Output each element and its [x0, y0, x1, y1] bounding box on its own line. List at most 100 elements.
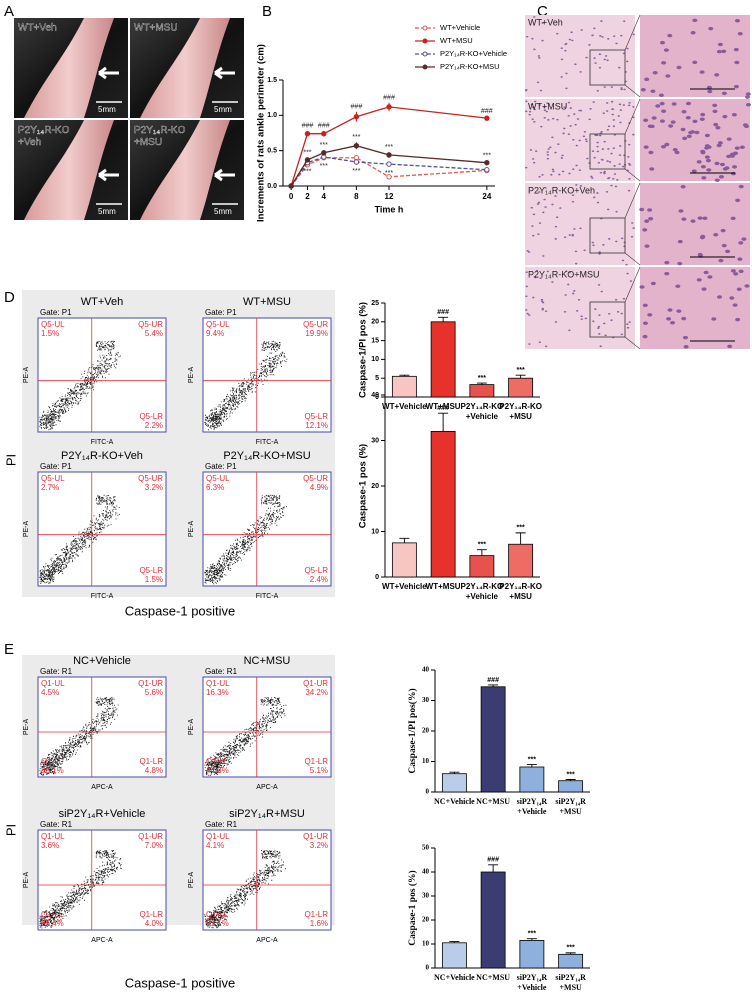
error-bar	[515, 532, 526, 545]
x-tick-label: 0	[289, 192, 294, 201]
significance: ***	[303, 150, 311, 157]
error-bar	[476, 549, 487, 556]
arrow	[98, 66, 119, 80]
flow-dots	[39, 850, 122, 929]
quadrant-value: 4.0%	[145, 919, 163, 928]
x-tick-label: NC+Vehicle	[434, 973, 475, 982]
arrow	[98, 168, 119, 182]
photo-label: WT+Veh	[18, 23, 57, 34]
y-tick-label: 0.0	[267, 183, 277, 190]
quadrant-name: Q1-LL	[206, 757, 229, 766]
y-tick-label: 0	[375, 394, 379, 401]
y-tick-label: 5	[375, 375, 379, 382]
y-tick-label: 20	[371, 483, 379, 490]
flow-dots	[204, 697, 287, 776]
panel-letter: E	[4, 641, 14, 658]
bar	[430, 321, 456, 398]
y-tick-label: 30	[422, 696, 430, 704]
quadrant-value: 4.9%	[310, 483, 328, 492]
quadrant-value: 4.5%	[41, 688, 59, 697]
gate-label: Gate: R1	[40, 820, 73, 829]
legend-label: P2Y₁₄R-KO+Vehicle	[440, 49, 507, 58]
quadrant-name: Q1-UL	[41, 679, 65, 688]
error-bar	[449, 771, 460, 774]
flow-axis-label: PE-A	[188, 872, 195, 889]
bar	[480, 686, 506, 793]
flow-axis-label: PE-A	[23, 367, 30, 384]
x-axis-label: Time h	[375, 204, 404, 214]
point	[288, 183, 294, 189]
flow-plot	[202, 471, 332, 587]
zoom-box	[589, 301, 626, 338]
row-label: WT+Veh	[528, 17, 563, 27]
photo: 5mm WT+Veh	[14, 18, 128, 118]
quadrant-value: 3.6%	[41, 841, 59, 850]
flow-axis-label: APC-A	[91, 937, 113, 944]
quadrant-value: 19.9%	[305, 329, 328, 338]
bar	[508, 377, 534, 398]
significance: ***	[320, 142, 328, 149]
significance: ***	[303, 169, 311, 176]
gate-label: Gate: R1	[205, 667, 238, 676]
zoom-line	[624, 84, 641, 98]
quadrant-name: Q5-UL	[206, 474, 230, 483]
flow-title: siP2Y₁₄R+Vehicle	[59, 808, 146, 820]
y-tick-label: 0	[426, 964, 430, 972]
flow-axis-label: PE-A	[23, 719, 30, 736]
quadrant-value: 6.3%	[206, 483, 224, 492]
quadrant-value: 4.1%	[206, 841, 224, 850]
significance: ***	[320, 163, 328, 170]
bar	[430, 430, 456, 578]
significance: ###	[487, 857, 499, 864]
leg	[140, 18, 230, 118]
flow-axis-label: FITC-A	[256, 439, 279, 446]
quadrant-value: 16.3%	[206, 688, 229, 697]
significance: ***	[352, 168, 360, 175]
arrow	[214, 66, 235, 80]
significance: ***	[567, 945, 575, 952]
quadrant-value: 3.2%	[145, 483, 163, 492]
flow-dots	[39, 494, 120, 584]
quadrant-value: 5.1%	[310, 766, 328, 775]
flow-title: P2Y₁₄R-KO+MSU	[223, 450, 310, 462]
flow-axis-label: APC-A	[256, 937, 278, 944]
point	[321, 131, 327, 137]
flow-title: NC+MSU	[244, 655, 291, 667]
quadrant-value: 85.4%	[41, 919, 64, 928]
flow-axis-label: PE-A	[188, 719, 195, 736]
zoom-line	[624, 98, 641, 135]
bar	[558, 953, 584, 969]
x-tick-label: 2	[305, 192, 310, 201]
bar	[441, 942, 467, 969]
legend-marker	[422, 51, 428, 57]
flow-axis-label: PE-A	[23, 521, 30, 538]
flow-dots	[39, 340, 121, 431]
significance: ###	[318, 123, 330, 130]
quadrant-value: 2.2%	[145, 421, 163, 430]
histology-image	[525, 15, 635, 97]
gate-label: Gate: P1	[40, 308, 72, 317]
significance: ***	[385, 144, 393, 151]
panel-letter: A	[4, 3, 14, 20]
row-label: P2Y₁₄R-KO+MSU	[528, 269, 599, 279]
zoom-box	[589, 133, 626, 170]
significance: ***	[478, 542, 486, 549]
y-tick-label: 0	[375, 574, 379, 581]
bar	[469, 384, 495, 398]
significance: ***	[528, 756, 536, 763]
quadrant-name: Q5-UL	[41, 320, 65, 329]
flow-title: WT+Veh	[81, 296, 124, 308]
quadrant-name: Q1-UR	[138, 679, 163, 688]
y-tick-label: 1.5	[267, 77, 277, 84]
flow-axis-label: FITC-A	[91, 439, 114, 446]
quadrant-name: Q1-LL	[206, 910, 229, 919]
quadrant-value: 9.4%	[206, 329, 224, 338]
significance: ###	[383, 94, 395, 101]
panel-letter: B	[262, 3, 272, 20]
x-tick-label: 12	[385, 192, 394, 201]
quadrant-name: Q5-LR	[304, 412, 328, 421]
significance: ###	[302, 123, 314, 130]
significance: ***	[528, 931, 536, 938]
x-tick-label: P2Y₁₄R-KO +MSU	[499, 402, 542, 421]
